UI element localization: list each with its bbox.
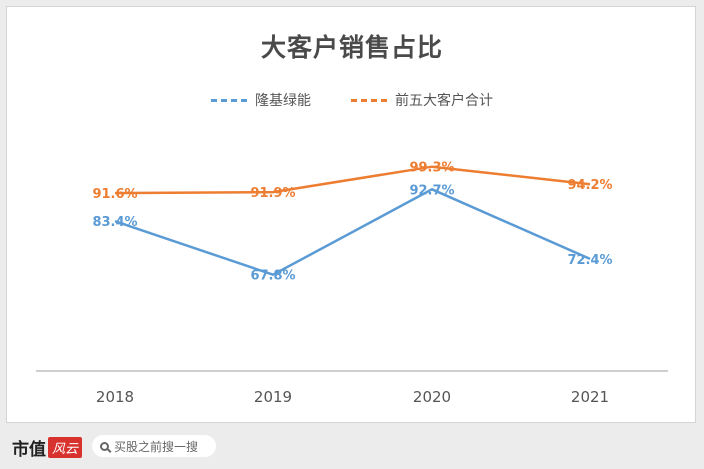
legend-label-longi: 隆基绿能 <box>255 93 311 109</box>
search-placeholder: 买股之前搜一搜 <box>114 439 199 454</box>
data-label: 83.4% <box>92 215 137 230</box>
search-box[interactable]: 买股之前搜一搜 <box>92 435 216 457</box>
x-tick-label: 2020 <box>413 388 451 406</box>
brand-logo: 市值 风云 <box>12 435 83 460</box>
series-line-1 <box>114 165 591 195</box>
x-tick-label: 2019 <box>254 388 292 406</box>
data-label: 94.2% <box>567 178 612 193</box>
search-icon <box>100 441 109 451</box>
legend-item-longi: 隆基绿能 <box>211 90 311 110</box>
data-label: 67.8% <box>250 269 295 284</box>
chart-card <box>6 6 696 423</box>
x-tick-label: 2021 <box>571 388 609 406</box>
data-label: 92.7% <box>409 183 454 198</box>
logo-badge: 风云 <box>48 437 83 458</box>
data-label: 91.6% <box>92 187 137 202</box>
legend-swatch-top5 <box>351 98 387 102</box>
chart-title: 大客户销售占比 <box>260 33 443 62</box>
logo-text: 市值 <box>12 440 46 460</box>
data-label: 91.9% <box>250 186 295 201</box>
x-tick-label: 2018 <box>96 388 134 406</box>
data-label: 99.3% <box>409 161 454 176</box>
legend-item-top5: 前五大客户合计 <box>351 90 493 110</box>
chart-legend: 隆基绿能 前五大客户合计 <box>0 90 704 110</box>
data-label: 72.4% <box>567 253 612 268</box>
legend-label-top5: 前五大客户合计 <box>395 93 493 109</box>
legend-swatch-longi <box>211 98 247 102</box>
series-line-0 <box>114 187 591 277</box>
